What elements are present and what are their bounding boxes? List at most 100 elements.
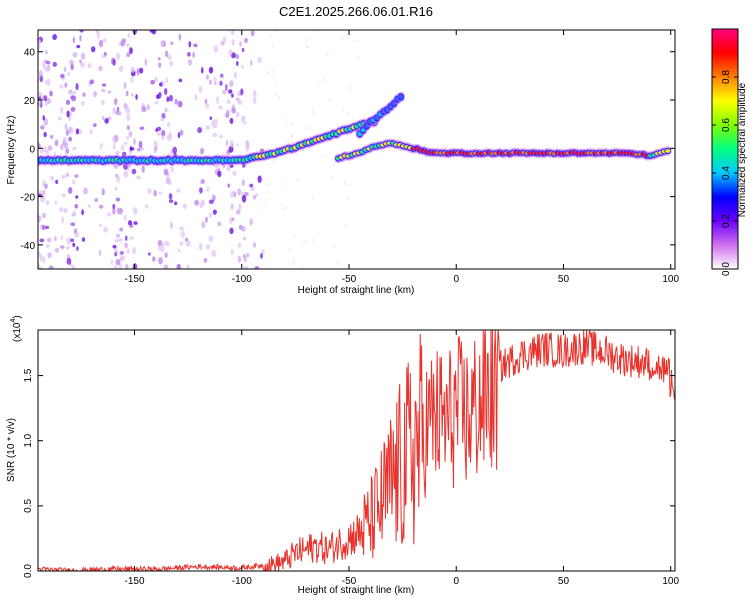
noise-speckle — [272, 70, 275, 74]
noise-speckle — [112, 107, 117, 115]
noise-speckle — [179, 129, 184, 136]
colorbar-tick-label: 0.4 — [721, 166, 732, 180]
noise-speckle — [170, 221, 173, 229]
noise-speckle — [98, 39, 104, 48]
noise-speckle — [118, 264, 123, 269]
noise-speckle — [123, 141, 128, 146]
noise-speckle — [38, 91, 43, 97]
noise-speckle — [57, 116, 62, 121]
noise-speckle — [186, 264, 190, 269]
noise-speckle — [132, 207, 138, 215]
noise-speckle — [212, 209, 217, 215]
noise-speckle — [336, 261, 339, 265]
noise-speckle — [178, 78, 183, 83]
noise-speckle — [348, 182, 351, 186]
noise-speckle — [290, 135, 293, 138]
noise-speckle — [179, 226, 184, 231]
noise-speckle — [115, 258, 121, 266]
noise-speckle — [65, 99, 71, 106]
noise-speckle — [112, 208, 116, 216]
noise-speckle — [187, 59, 193, 66]
noise-speckle — [349, 86, 352, 90]
noise-speckle — [68, 89, 73, 95]
noise-speckle — [150, 79, 155, 85]
noise-speckle — [136, 147, 141, 152]
noise-speckle — [42, 61, 46, 70]
noise-speckle — [87, 204, 91, 208]
noise-speckle — [80, 62, 85, 68]
noise-speckle — [124, 263, 129, 269]
noise-speckle — [125, 106, 131, 114]
snr-panel: -150 -100 -50 0 50 100 0.0 0.5 1.0 1.5 Height of… — [6, 315, 679, 596]
y-tick-label: 20 — [24, 96, 36, 107]
svg-text:(x104): (x104) — [10, 315, 23, 342]
noise-speckle — [176, 188, 181, 193]
noise-speckle — [61, 215, 64, 224]
noise-speckle — [291, 122, 294, 126]
noise-speckle — [187, 52, 191, 57]
noise-speckle — [60, 235, 64, 240]
noise-speckle — [220, 73, 224, 78]
noise-speckle — [101, 88, 106, 93]
x-tick-label: -50 — [342, 576, 357, 587]
noise-speckle — [41, 224, 46, 231]
noise-speckle — [164, 252, 168, 259]
noise-speckle — [231, 93, 234, 98]
spectrogram-panel: -150 -100 -50 0 50 100 -40 -20 0 20 40 Height of … — [6, 29, 679, 296]
noise-speckle — [243, 236, 246, 241]
noise-speckle — [343, 180, 346, 184]
noise-speckle — [120, 145, 125, 151]
noise-speckle — [49, 90, 53, 97]
noise-speckle — [129, 147, 135, 151]
noise-speckle — [141, 106, 147, 113]
snr-y-label: SNR (10 * v/v) — [6, 418, 17, 482]
noise-speckle — [74, 231, 80, 238]
noise-speckle — [71, 264, 76, 269]
noise-speckle — [226, 109, 230, 114]
noise-speckle — [208, 199, 214, 204]
noise-speckle — [135, 94, 138, 100]
spectrogram-frame — [37, 29, 676, 270]
noise-speckle — [156, 132, 162, 136]
noise-speckle — [217, 170, 222, 178]
noise-speckle — [177, 100, 183, 108]
x-tick-label: -100 — [232, 576, 252, 587]
noise-speckle — [265, 198, 268, 202]
noise-speckle — [107, 90, 112, 94]
noise-speckle — [65, 148, 70, 154]
noise-speckle — [38, 143, 41, 149]
x-tick-label: 0 — [453, 274, 459, 285]
noise-speckle — [204, 216, 208, 223]
noise-speckle — [231, 143, 234, 148]
noise-speckle — [301, 243, 304, 247]
noise-speckle — [131, 168, 137, 175]
x-tick-label: -50 — [342, 274, 357, 285]
noise-speckle — [101, 188, 105, 196]
noise-speckle — [113, 98, 118, 106]
noise-speckle — [125, 90, 129, 97]
noise-speckle — [159, 82, 163, 87]
colorbar: 0.0 0.2 0.4 0.6 0.8 Normalized spectral ampl… — [711, 28, 748, 276]
noise-speckle — [252, 194, 257, 200]
noise-speckle — [305, 126, 308, 130]
noise-speckle — [45, 149, 50, 155]
noise-speckle — [321, 154, 324, 158]
noise-speckle — [165, 77, 169, 84]
noise-speckle — [153, 140, 158, 147]
noise-speckle — [89, 79, 95, 85]
noise-speckle — [212, 132, 218, 138]
colorbar-tick-label: 0.2 — [721, 214, 732, 228]
noise-speckle — [160, 40, 164, 47]
noise-speckle — [98, 249, 102, 256]
noise-speckle — [144, 204, 149, 209]
noise-speckle — [249, 218, 253, 226]
noise-speckle — [249, 59, 253, 66]
noise-speckle — [311, 108, 314, 112]
noise-speckle — [125, 136, 130, 140]
noise-speckle — [67, 187, 73, 194]
noise-speckle — [236, 111, 240, 118]
noise-speckle — [72, 36, 76, 44]
noise-speckle — [39, 224, 43, 230]
noise-speckle — [161, 135, 165, 140]
noise-speckle — [104, 118, 109, 124]
